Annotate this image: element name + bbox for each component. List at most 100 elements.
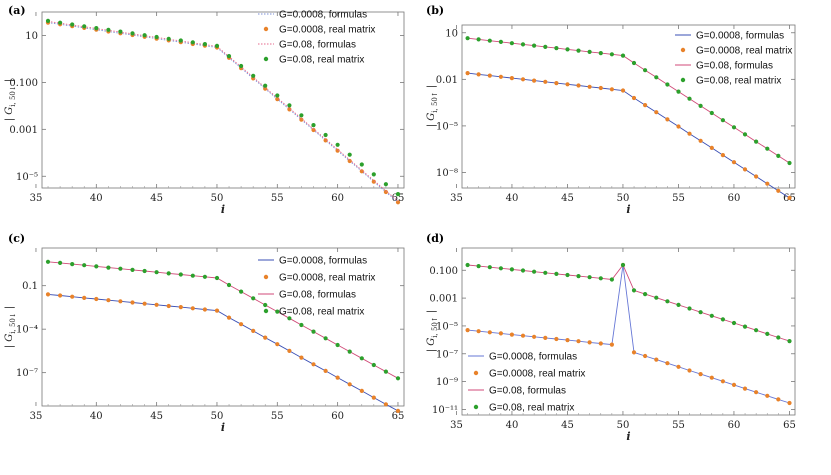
legend-label-3: G=0.08, formulas <box>279 40 356 51</box>
data-point-series-4-i45 <box>154 270 159 275</box>
data-point-series-4-i51 <box>226 282 232 288</box>
data-point-series-4-i42 <box>118 266 123 271</box>
y-tick-label: 0.001 <box>9 125 38 136</box>
data-point-series-2-i53 <box>654 110 659 115</box>
data-point-series-2-i37 <box>476 72 481 77</box>
data-point-series-4-i55 <box>676 302 681 307</box>
y-tick-label: 10⁻⁵ <box>436 321 458 332</box>
data-point-series-2-i38 <box>487 73 492 78</box>
legend-marker-2 <box>263 26 269 32</box>
data-point-series-2-i36 <box>45 292 51 297</box>
data-point-series-2-i38 <box>70 294 75 299</box>
legend-label-2: G=0.0008, real matrix <box>696 46 792 57</box>
data-point-series-4-i49 <box>202 42 207 47</box>
y-tick-label: 10 <box>445 28 458 39</box>
data-point-series-4-i56 <box>687 306 692 311</box>
chart-panel-3: (c) | Gi, 50↓ | 35 40 45 50 55 60 65 i 0.1 10⁻⁴ 10⁻⁷… <box>4 232 405 434</box>
data-point-series-4-i50 <box>620 53 626 58</box>
data-point-series-2-i53 <box>251 328 256 333</box>
x-tick-label: 35 <box>30 411 43 422</box>
x-tick-label: 40 <box>506 420 519 431</box>
data-point-series-4-i52 <box>643 68 648 73</box>
series-line-3 <box>467 37 790 164</box>
data-point-series-4-i56 <box>287 103 292 108</box>
legend-label-4: G=0.08, real matrix <box>279 55 364 66</box>
data-point-series-4-i46 <box>576 48 581 53</box>
data-point-series-2-i52 <box>239 322 244 327</box>
data-point-series-2-i56 <box>287 348 292 353</box>
data-point-series-4-i52 <box>239 63 244 69</box>
legend-marker-4 <box>680 77 686 83</box>
data-point-series-4-i55 <box>275 93 280 98</box>
x-tick-label: 45 <box>561 420 574 431</box>
data-point-series-4-i41 <box>520 268 526 273</box>
data-point-series-2-i56 <box>687 131 692 136</box>
legend-label-3: G=0.08, formulas <box>696 61 773 72</box>
data-point-series-4-i65 <box>395 192 401 197</box>
data-point-series-2-i57 <box>698 138 703 143</box>
data-point-series-2-i39 <box>498 331 503 336</box>
data-point-series-2-i58 <box>311 362 316 367</box>
data-point-series-2-i63 <box>371 179 376 184</box>
data-point-series-4-i48 <box>190 40 195 45</box>
data-point-series-2-i39 <box>82 295 87 300</box>
x-tick-label: 50 <box>211 411 224 422</box>
data-point-series-4-i59 <box>720 317 726 322</box>
data-point-series-2-i58 <box>709 145 714 150</box>
data-point-series-4-i47 <box>587 49 592 55</box>
y-axis-label: | Gi, 50↓ | <box>4 79 17 122</box>
data-point-series-2-i38 <box>487 330 492 335</box>
legend-label-1: G=0.0008, formulas <box>489 352 577 363</box>
panel-label: (c) <box>8 232 25 245</box>
data-point-series-2-i36 <box>465 328 470 333</box>
x-axis-title: i <box>626 430 630 443</box>
data-point-series-2-i60 <box>731 160 737 165</box>
data-point-series-4-i37 <box>476 264 481 269</box>
data-point-series-2-i63 <box>765 393 770 398</box>
data-point-series-2-i60 <box>335 148 340 153</box>
legend-label-4: G=0.08, real matrix <box>696 76 781 87</box>
data-point-series-2-i52 <box>643 103 648 108</box>
data-point-series-2-i54 <box>665 117 670 122</box>
y-tick-label: 10⁻⁸ <box>436 168 458 179</box>
x-tick-label: 35 <box>30 193 43 204</box>
data-point-series-4-i54 <box>263 83 268 88</box>
data-point-series-2-i59 <box>720 379 726 384</box>
data-point-series-2-i55 <box>676 124 681 129</box>
data-point-series-4-i53 <box>251 73 256 78</box>
data-point-series-2-i44 <box>554 81 559 86</box>
data-point-series-2-i62 <box>359 169 364 174</box>
data-point-series-4-i64 <box>776 335 781 340</box>
data-point-series-2-i44 <box>554 336 559 342</box>
data-point-series-4-i52 <box>643 292 648 297</box>
y-tick-label: 10 <box>25 31 38 42</box>
data-point-series-4-i50 <box>620 262 626 268</box>
y-tick-label: 10⁻⁹ <box>436 377 458 388</box>
data-point-series-4-i62 <box>359 162 364 167</box>
x-axis-title: i <box>221 203 225 216</box>
data-point-series-4-i51 <box>631 60 637 66</box>
x-tick-label: 35 <box>450 193 463 204</box>
data-point-series-4-i51 <box>226 54 232 59</box>
data-point-series-4-i65 <box>787 339 792 344</box>
data-point-series-2-i60 <box>335 375 340 380</box>
data-point-series-2-i45 <box>154 302 159 307</box>
data-point-series-4-i36 <box>45 18 51 23</box>
x-tick-label: 60 <box>331 193 344 204</box>
data-point-series-2-i64 <box>383 402 388 407</box>
x-tick-label: 60 <box>331 411 344 422</box>
data-point-series-2-i60 <box>731 382 737 387</box>
data-point-series-2-i56 <box>687 368 692 373</box>
data-point-series-2-i61 <box>347 158 352 164</box>
data-point-series-2-i62 <box>754 174 759 179</box>
data-point-series-2-i44 <box>142 301 147 306</box>
data-point-series-4-i60 <box>731 125 737 130</box>
data-point-series-4-i61 <box>347 349 352 354</box>
legend-marker-2 <box>473 370 479 376</box>
legend-marker-2 <box>263 274 269 280</box>
data-point-series-2-i64 <box>383 189 388 195</box>
data-point-series-2-i45 <box>565 82 570 87</box>
legend-label-2: G=0.0008, real matrix <box>279 25 375 36</box>
data-point-series-2-i43 <box>130 300 135 305</box>
x-tick-label: 35 <box>450 420 463 431</box>
